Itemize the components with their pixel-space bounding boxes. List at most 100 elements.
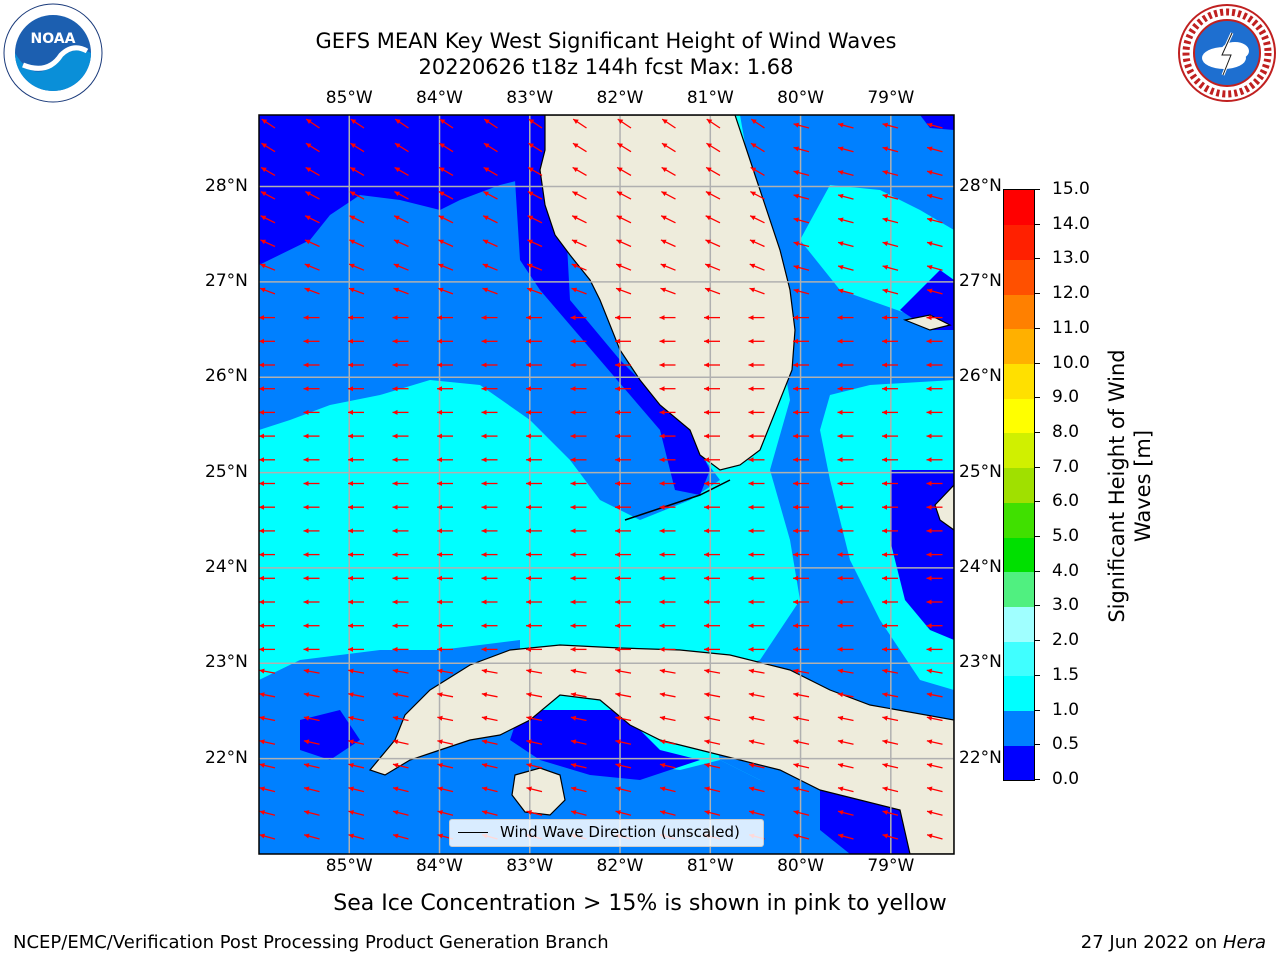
wave-direction-arrowhead <box>304 833 310 839</box>
wave-direction-arrowhead <box>259 715 265 721</box>
wave-direction-arrowhead <box>793 715 799 721</box>
wave-direction-arrowhead <box>526 457 531 463</box>
wave-direction-arrowhead <box>927 193 933 199</box>
wave-direction-arrowhead <box>392 362 398 368</box>
colorbar-tick-label: 5.0 <box>1052 526 1080 547</box>
wave-direction-arrowhead <box>926 692 933 698</box>
wave-field-0.0-0.5-ne <box>900 115 954 330</box>
lat-tick-right: 27°N <box>959 270 1002 291</box>
wave-direction-arrowhead <box>481 552 487 558</box>
wave-direction-arrowhead <box>927 241 933 247</box>
wave-direction-arrowhead <box>392 623 398 629</box>
colorbar-tick-label: 1.0 <box>1052 699 1080 720</box>
wave-direction-arrowhead <box>570 599 576 605</box>
wave-direction-arrowhead <box>660 287 667 293</box>
wave-direction-arrowhead <box>437 810 443 815</box>
colorbar-tick-mark <box>1034 362 1040 364</box>
wave-direction-arrowhead <box>348 833 355 839</box>
wave-direction-arrowhead <box>392 762 399 768</box>
wave-direction-arrowhead <box>392 386 398 392</box>
wave-direction-arrowhead <box>303 623 309 629</box>
wave-direction-arrowhead <box>793 762 799 768</box>
wave-direction-arrowhead <box>838 217 844 223</box>
wave-direction-arrowhead <box>570 668 577 674</box>
wave-direction-arrowhead <box>748 646 754 652</box>
wave-direction-arrowhead <box>348 786 354 792</box>
wave-direction-arrowhead <box>437 362 442 368</box>
wave-direction-arrowhead <box>926 668 933 674</box>
wave-direction-arrowhead <box>927 122 933 128</box>
legend-line-icon <box>458 832 488 833</box>
wave-direction-arrowhead <box>527 263 533 269</box>
wave-direction-arrowhead <box>615 623 620 629</box>
wave-direction-arrowhead <box>882 528 887 534</box>
wave-direction-arrowhead <box>392 668 399 674</box>
wave-direction-arrowhead <box>303 715 310 721</box>
wave-direction-arrowhead <box>348 762 354 768</box>
wave-direction-arrowhead <box>659 668 666 674</box>
wave-direction-arrowhead <box>482 810 488 815</box>
wave-direction-arrowhead <box>303 481 309 486</box>
wave-direction-arrowhead <box>926 338 932 344</box>
wave-direction-arrowhead <box>837 692 844 698</box>
wave-direction-arrowhead <box>481 739 488 745</box>
wave-direction-arrowhead <box>392 457 398 463</box>
colorbar-tick-label: 0.0 <box>1052 769 1080 789</box>
wave-direction-arrowhead <box>882 193 889 199</box>
wave-direction-arrowhead <box>926 528 932 534</box>
wave-direction-arrowhead <box>305 167 312 173</box>
wave-direction-arrowhead <box>882 575 887 581</box>
wave-direction-arrowhead <box>526 786 532 792</box>
wave-direction-arrowhead <box>748 762 755 768</box>
wave-direction-arrowhead <box>704 528 709 534</box>
wave-direction-arrowhead <box>748 623 754 629</box>
wave-direction-arrowhead <box>437 833 444 839</box>
wave-direction-arrowhead <box>882 217 889 223</box>
wave-direction-arrowhead <box>348 623 353 629</box>
wave-direction-arrowhead <box>793 146 800 152</box>
wave-direction-arrowhead <box>661 191 667 197</box>
wave-direction-arrowhead <box>659 504 665 510</box>
wave-direction-arrowhead <box>615 409 620 415</box>
wave-direction-arrowhead <box>570 786 577 792</box>
wave-direction-arrowhead <box>572 215 578 221</box>
colorbar-tick-mark <box>1034 536 1040 538</box>
wave-direction-arrowhead <box>481 409 487 415</box>
wave-direction-arrowhead <box>259 409 264 415</box>
wave-direction-arrowhead <box>437 646 442 652</box>
wave-direction-arrowhead <box>882 241 889 247</box>
wave-direction-arrowhead <box>927 288 933 294</box>
wave-direction-arrowhead <box>882 810 888 815</box>
wave-direction-arrowhead <box>303 668 310 674</box>
wave-direction-arrowhead <box>437 504 442 510</box>
wave-direction-arrowhead <box>926 623 932 629</box>
wave-direction-arrowhead <box>706 119 713 124</box>
wave-direction-arrowhead <box>481 715 488 721</box>
wave-direction-arrowhead <box>659 715 666 721</box>
wave-direction-arrowhead <box>259 481 264 486</box>
wave-direction-arrowhead <box>528 143 534 149</box>
lat-tick-left: 27°N <box>205 270 248 291</box>
wave-direction-arrowhead <box>526 715 532 721</box>
wave-direction-arrowhead <box>526 386 531 392</box>
wave-direction-arrowhead <box>616 287 622 293</box>
wave-direction-arrowhead <box>882 504 887 510</box>
wave-direction-arrowhead <box>882 786 888 792</box>
colorbar-segment <box>1004 190 1034 226</box>
lon-tick-bottom: 81°W <box>686 856 734 876</box>
wave-direction-arrowhead <box>526 623 531 629</box>
colorbar-segment <box>1004 363 1034 399</box>
wave-direction-arrowhead <box>437 739 443 745</box>
wave-direction-arrowhead <box>526 762 532 768</box>
wave-direction-arrowhead <box>393 239 400 245</box>
wave-direction-arrowhead <box>617 119 624 124</box>
wave-direction-arrowhead <box>793 833 800 839</box>
wave-direction-arrowhead <box>748 338 754 344</box>
lon-tick-top: 80°W <box>777 88 825 108</box>
wave-direction-arrowhead <box>793 338 798 344</box>
wave-direction-arrowhead <box>927 217 933 223</box>
wave-direction-arrowhead <box>837 409 843 415</box>
wave-direction-arrowhead <box>704 504 709 510</box>
wave-direction-arrowhead <box>305 143 312 149</box>
wave-direction-arrowhead <box>526 552 531 558</box>
